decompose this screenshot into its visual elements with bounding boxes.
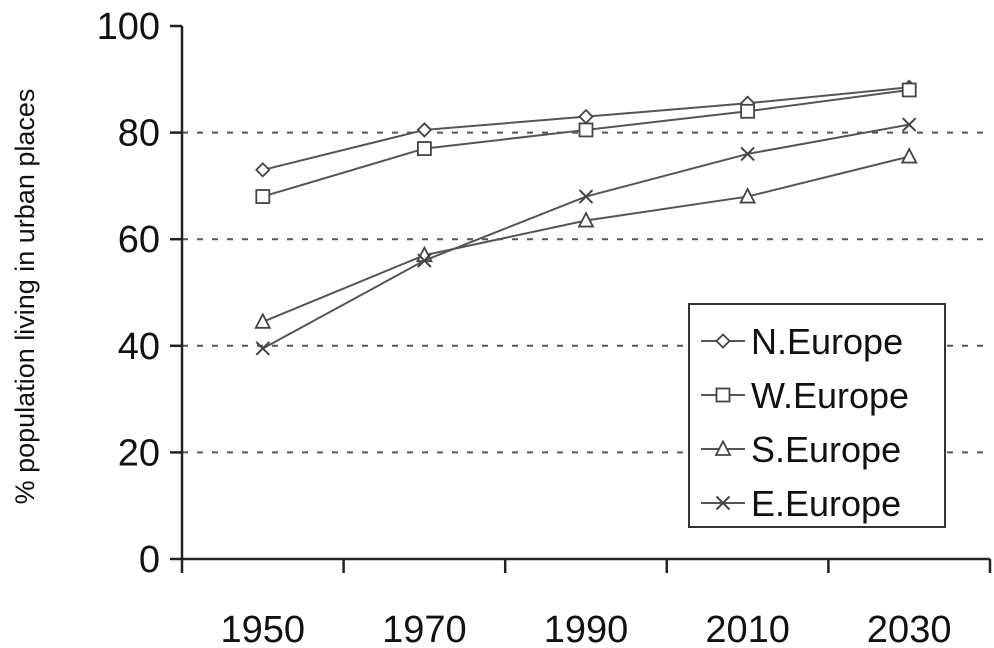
y-tick-label: 80 — [118, 113, 160, 155]
legend: N.Europe W.Europe S.Europe E.Europe — [688, 303, 946, 528]
legend-label: E.Europe — [751, 483, 901, 524]
data-point-n-europe — [416, 122, 433, 138]
legend-item-e-europe: E.Europe — [701, 483, 901, 524]
legend-marker — [714, 439, 732, 456]
y-tick-label: 0 — [139, 539, 160, 581]
data-point-s-europe — [254, 312, 272, 329]
data-point-s-europe — [900, 147, 918, 164]
x-tick-label: 1970 — [382, 609, 467, 648]
legend-item-s-europe: S.Europe — [701, 429, 901, 470]
legend-label: N.Europe — [751, 321, 903, 362]
y-tick-label: 60 — [118, 219, 160, 261]
legend-item-n-europe: N.Europe — [701, 321, 903, 362]
series-e-europe — [255, 117, 917, 356]
data-point-w-europe — [416, 141, 432, 156]
data-point-s-europe — [577, 211, 595, 228]
y-axis-ticks: 0 20 40 60 80 100 — [97, 6, 182, 581]
x-tick-label: 1950 — [221, 609, 306, 648]
series-lines — [254, 79, 918, 356]
y-axis-title: % population living in urban places — [10, 89, 40, 505]
data-point-n-europe — [578, 108, 594, 125]
legend-marker — [715, 333, 731, 349]
y-tick-label: 40 — [118, 326, 160, 368]
data-point-e-europe — [901, 117, 917, 132]
legend-label: S.Europe — [751, 429, 901, 470]
legend-marker — [715, 495, 731, 511]
axes — [180, 26, 990, 561]
x-tick-label: 1990 — [544, 609, 629, 648]
data-point-w-europe — [255, 189, 271, 204]
data-point-w-europe — [740, 103, 755, 119]
y-tick-label: 20 — [118, 432, 160, 474]
legend-marker — [715, 387, 731, 403]
data-point-w-europe — [901, 82, 917, 98]
series-s-europe — [254, 147, 918, 329]
data-point-e-europe — [740, 146, 755, 162]
y-tick-label: 100 — [97, 6, 160, 48]
series-w-europe — [255, 82, 917, 204]
x-tick-label: 2030 — [867, 609, 952, 648]
legend-label: W.Europe — [751, 375, 909, 416]
legend-item-w-europe: W.Europe — [701, 375, 909, 416]
x-tick-label: 2010 — [705, 609, 790, 648]
x-axis-ticks: 1950 1970 1990 2010 2030 — [180, 559, 992, 648]
data-point-e-europe — [417, 253, 432, 268]
data-point-n-europe — [255, 162, 271, 178]
data-point-w-europe — [578, 122, 594, 138]
data-point-s-europe — [739, 187, 757, 204]
data-point-e-europe — [255, 341, 271, 356]
data-point-e-europe — [578, 189, 594, 204]
